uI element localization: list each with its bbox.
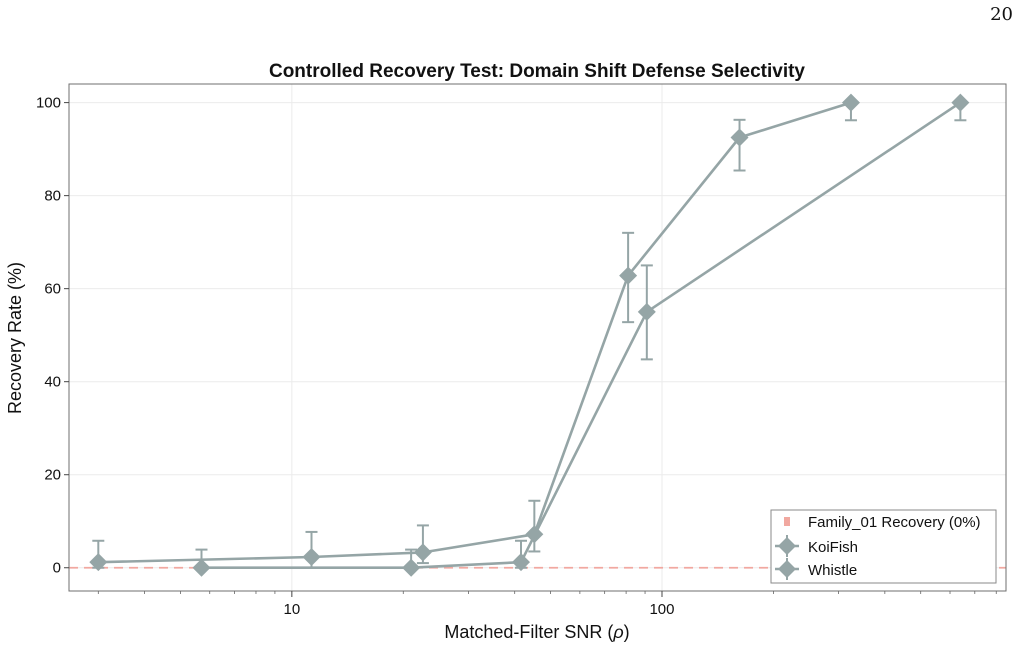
- data-point-koifish: [302, 548, 321, 567]
- legend-label-whistle: Whistle: [808, 562, 857, 579]
- data-point-koifish: [619, 266, 638, 285]
- y-tick-label: 40: [44, 374, 61, 391]
- legend: Family_01 Recovery (0%) KoiFish Whistle: [770, 509, 997, 584]
- data-point-whistle: [402, 558, 421, 577]
- data-point-whistle: [951, 93, 970, 112]
- y-tick-label: 100: [36, 95, 61, 112]
- y-axis-ticks: 0 20 40 60 80 100: [36, 95, 69, 577]
- x-tick-label: 10: [284, 601, 301, 618]
- legend-swatch-koifish-marker: [778, 537, 796, 555]
- x-axis-title: Matched-Filter SNR (ρ): [444, 622, 629, 642]
- x-axis-ticks: 10 100: [97, 591, 997, 618]
- x-axis-title-close: ): [624, 622, 630, 642]
- data-point-whistle: [192, 558, 211, 577]
- y-axis-title: Recovery Rate (%): [5, 262, 25, 414]
- y-tick-label: 60: [44, 281, 61, 298]
- y-tick-label: 20: [44, 467, 61, 484]
- data-point-koifish: [89, 553, 108, 572]
- plot-background: [69, 84, 1006, 591]
- legend-swatch-reference: [784, 517, 790, 526]
- data-point-whistle: [511, 553, 530, 572]
- y-tick-label: 0: [53, 560, 61, 577]
- data-point-koifish: [413, 543, 432, 562]
- legend-swatch-whistle-marker: [778, 560, 796, 578]
- x-axis-title-text: Matched-Filter SNR (: [444, 622, 613, 642]
- y-tick-label: 80: [44, 188, 61, 205]
- data-point-koifish: [730, 128, 749, 147]
- legend-label-reference: Family_01 Recovery (0%): [808, 514, 981, 531]
- x-tick-label: 100: [649, 601, 674, 618]
- series-layer: [89, 93, 970, 577]
- page-number: 20: [990, 4, 1013, 25]
- legend-box: [770, 509, 997, 584]
- plot-frame: [68, 83, 1007, 592]
- data-point-koifish: [841, 93, 860, 112]
- chart-title: Controlled Recovery Test: Domain Shift D…: [269, 61, 805, 82]
- data-point-whistle: [637, 302, 656, 321]
- legend-label-koifish: KoiFish: [808, 539, 858, 556]
- series-whistle: [192, 93, 970, 577]
- x-axis-title-rho: ρ: [612, 622, 623, 642]
